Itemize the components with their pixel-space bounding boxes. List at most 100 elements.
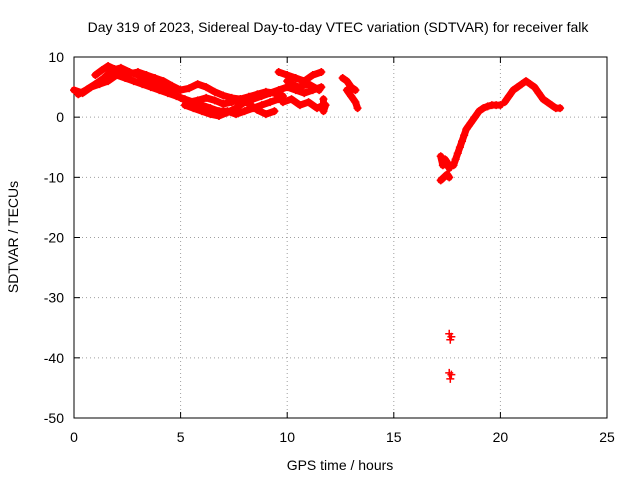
data-point — [142, 71, 151, 80]
data-point — [249, 95, 258, 104]
data-point — [479, 104, 488, 113]
data-point — [274, 68, 283, 77]
data-point — [447, 332, 456, 341]
series-track-n — [500, 77, 565, 113]
data-point — [534, 89, 543, 98]
data-point — [530, 83, 539, 92]
y-axis-label: SDTVAR / TECUs — [5, 181, 21, 293]
data-point — [104, 62, 113, 71]
series-track-g — [283, 77, 324, 95]
x-tick-label: 0 — [70, 429, 78, 445]
data-point — [447, 370, 456, 379]
data-point — [110, 65, 119, 74]
series-band — [437, 170, 453, 184]
data-point — [470, 113, 479, 122]
data-point — [287, 95, 296, 104]
data-point — [313, 104, 322, 113]
data-point — [74, 90, 83, 99]
data-point — [458, 137, 467, 146]
data-point — [460, 131, 469, 140]
data-point — [159, 77, 168, 86]
data-point — [455, 143, 464, 152]
data-point — [295, 101, 304, 110]
plot-frame — [73, 56, 608, 419]
data-point — [97, 66, 106, 75]
data-point — [321, 101, 330, 110]
data-point — [210, 96, 219, 105]
data-point — [185, 84, 194, 93]
data-point — [539, 95, 548, 104]
data-point — [223, 108, 232, 117]
data-point — [176, 86, 185, 95]
data-point — [219, 91, 228, 100]
data-point — [304, 98, 313, 107]
data-point — [253, 105, 262, 114]
series-track-e — [274, 68, 326, 86]
data-point — [82, 85, 91, 94]
y-tick-label: -40 — [44, 350, 64, 366]
data-point — [266, 89, 275, 98]
data-point — [193, 80, 202, 89]
data-point — [193, 96, 202, 105]
data-point — [189, 104, 198, 113]
series-track-h — [319, 95, 330, 116]
data-point — [151, 74, 160, 83]
y-tick-label: -20 — [44, 230, 64, 246]
data-point — [266, 98, 275, 107]
data-point — [240, 98, 249, 107]
data-point — [257, 92, 266, 101]
data-point — [338, 74, 347, 83]
data-point — [319, 95, 328, 104]
data-point — [91, 71, 100, 80]
data-point — [451, 155, 460, 164]
y-tick-label: -30 — [44, 290, 64, 306]
data-point — [91, 80, 100, 89]
series-track-j — [342, 86, 362, 113]
data-point — [556, 104, 565, 113]
y-tick-label: -10 — [44, 169, 64, 185]
data-point — [210, 87, 219, 96]
data-point — [278, 98, 287, 107]
data-point — [446, 374, 455, 383]
data-point — [99, 74, 108, 83]
data-point — [308, 71, 317, 80]
data-point — [300, 89, 309, 98]
data-point — [543, 98, 552, 107]
data-point — [319, 107, 328, 116]
data-point — [176, 93, 185, 102]
data-point — [116, 68, 125, 77]
data-point — [125, 69, 134, 78]
data-point — [466, 119, 475, 128]
data-point — [232, 104, 241, 113]
series-outliers-upper — [445, 329, 456, 344]
data-point — [351, 86, 360, 95]
data-point — [342, 86, 351, 95]
data-point — [475, 107, 484, 116]
data-point — [509, 86, 518, 95]
data-point — [261, 110, 270, 119]
data-point — [438, 161, 447, 170]
series-band — [339, 74, 359, 94]
series-band — [343, 86, 362, 112]
axis-ticks: 0 5 10 15 20 25 -50 -40 -30 -20 -10 0 10 — [44, 49, 615, 445]
data-point — [526, 80, 535, 89]
data-point — [219, 99, 228, 108]
data-point — [443, 158, 452, 167]
data-point — [283, 77, 292, 86]
data-point — [521, 77, 530, 86]
x-tick-label: 10 — [279, 429, 295, 445]
data-points — [70, 62, 565, 383]
data-point — [180, 101, 189, 110]
data-point — [517, 80, 526, 89]
data-point — [206, 110, 215, 119]
data-point — [317, 68, 326, 77]
data-point — [70, 86, 78, 95]
data-point — [168, 81, 177, 90]
data-point — [315, 86, 324, 95]
data-point — [274, 86, 283, 95]
data-point — [351, 98, 360, 107]
data-point — [202, 93, 211, 102]
data-point — [291, 74, 300, 83]
series-band — [283, 77, 323, 94]
